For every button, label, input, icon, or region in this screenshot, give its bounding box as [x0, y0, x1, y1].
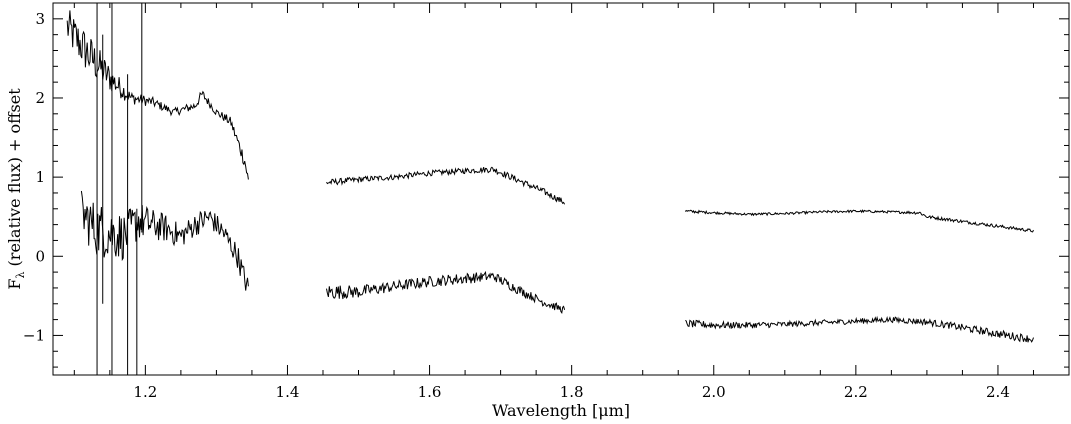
y-tick-label: 3 — [35, 10, 45, 28]
y-axis-label: Fλ (relative flux) + offset — [5, 88, 27, 290]
spectrum-1-segment-1 — [66, 10, 249, 180]
plot-frame — [52, 2, 1070, 376]
x-tick-label: 2.4 — [986, 383, 1010, 401]
spectrum-1-segment-3 — [684, 209, 1034, 233]
x-tick-label: 2.0 — [702, 383, 726, 401]
x-tick-label: 1.4 — [276, 383, 300, 401]
spectrum-2-segment-1 — [80, 190, 249, 291]
x-axis-label: Wavelength [μm] — [492, 401, 630, 420]
y-axis-label-rest: (relative flux) + offset — [5, 88, 24, 272]
y-tick-label: 0 — [35, 247, 45, 265]
x-tick-label: 1.2 — [133, 383, 157, 401]
ticks-layer: 1.2 1.4 1.6 1.8 2.0 2.2 2.4 −1 0 1 2 3 — [23, 2, 1070, 401]
x-tick-label: 2.2 — [844, 383, 868, 401]
x-tick-label: 1.8 — [560, 383, 584, 401]
y-axis-label-lambda: λ — [14, 272, 27, 279]
y-tick-label: 2 — [35, 89, 45, 107]
spectrum-2-segment-3 — [685, 315, 1034, 343]
series-layer — [66, 3, 1034, 375]
y-axis-label-f: F — [5, 279, 24, 290]
x-tick-label: 1.6 — [418, 383, 442, 401]
spectrum-1-segment-2 — [326, 166, 566, 205]
spectrum-2-segment-2 — [326, 270, 566, 315]
y-tick-label: −1 — [23, 326, 45, 344]
y-tick-label: 1 — [35, 168, 45, 186]
